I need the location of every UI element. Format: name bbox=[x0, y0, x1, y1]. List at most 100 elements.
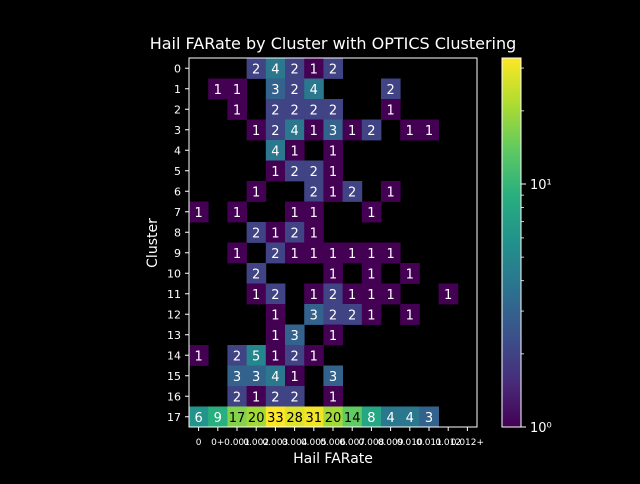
cell-value-label: 4 bbox=[271, 62, 279, 77]
heatmap-cell bbox=[381, 406, 401, 428]
cell-value-label: 1 bbox=[386, 185, 394, 200]
cell-value-label: 4 bbox=[271, 144, 279, 159]
cell-value-labels: 2 4 2 1 21 1 3 2 4 21 2 2 2 2 11 2 4 1 3 1 2 1 14 1 11 2 2 11 2 1 2 11 1… bbox=[194, 62, 452, 426]
cell-value-label: 2 bbox=[290, 165, 298, 180]
cell-value-label: 2 bbox=[329, 103, 337, 118]
heatmap-cell bbox=[285, 119, 305, 141]
heatmap-cell bbox=[285, 99, 305, 120]
heatmap-cell bbox=[438, 283, 459, 305]
heatmap-cell bbox=[419, 406, 439, 428]
cell-value-label: 1 bbox=[290, 206, 298, 221]
cell-value-label: 31 bbox=[306, 411, 323, 426]
cell-value-label: 1 bbox=[271, 329, 279, 344]
heatmap-cell bbox=[189, 201, 209, 223]
cell-value-label: 2 bbox=[367, 124, 375, 139]
y-tick-label: 5 bbox=[174, 165, 181, 178]
cell-value-label: 1 bbox=[367, 206, 375, 221]
y-tick-label: 12 bbox=[167, 308, 181, 321]
cell-value-label: 17 bbox=[229, 411, 246, 426]
cell-value-label: 9 bbox=[214, 411, 222, 426]
heatmap-cell bbox=[285, 78, 305, 100]
cell-value-label: 1 bbox=[367, 308, 375, 323]
heatmap-cell bbox=[285, 365, 305, 387]
heatmap-cell bbox=[304, 99, 324, 120]
heatmap-cell bbox=[265, 386, 286, 407]
heatmap-cell bbox=[285, 406, 305, 428]
x-tick-label: 0.004 bbox=[282, 438, 308, 448]
heatmap-cell bbox=[285, 324, 305, 346]
cell-value-label: 1 bbox=[329, 165, 337, 180]
x-tick-label: 0.002 bbox=[243, 438, 269, 448]
cell-value-label: 2 bbox=[233, 349, 241, 364]
cell-value-label: 1 bbox=[329, 329, 337, 344]
y-tick-label: 1 bbox=[174, 83, 181, 96]
colorbar-tick-label: 10⁰ bbox=[530, 421, 552, 436]
heatmap-cell bbox=[304, 406, 324, 428]
cell-value-label: 3 bbox=[329, 124, 337, 139]
heatmap-cell bbox=[265, 78, 286, 100]
heatmap-cell bbox=[342, 181, 363, 202]
heatmap-cell bbox=[285, 386, 305, 407]
heatmap-cell bbox=[227, 345, 247, 366]
cell-value-label: 2 bbox=[271, 103, 279, 118]
heatmap-cell bbox=[265, 324, 286, 346]
cell-value-label: 1 bbox=[271, 226, 279, 241]
heatmap-cell bbox=[246, 181, 267, 202]
heatmap-cell bbox=[342, 283, 363, 305]
cell-value-label: 1 bbox=[348, 247, 356, 262]
cell-value-label: 4 bbox=[406, 411, 414, 426]
y-tick-label: 14 bbox=[167, 349, 181, 362]
heatmap-cell bbox=[208, 78, 228, 100]
cell-value-label: 1 bbox=[194, 206, 202, 221]
cell-value-label: 14 bbox=[344, 411, 361, 426]
x-tick-label: 0.007 bbox=[339, 438, 365, 448]
heatmap-cell bbox=[342, 406, 363, 428]
heatmap-cell bbox=[227, 78, 247, 100]
heatmap-cell bbox=[265, 99, 286, 120]
cell-value-label: 5 bbox=[252, 349, 260, 364]
heatmap-cell bbox=[381, 283, 401, 305]
cell-value-label: 3 bbox=[425, 411, 433, 426]
cell-value-label: 4 bbox=[310, 83, 318, 98]
cell-value-label: 2 bbox=[329, 288, 337, 303]
y-tick-label: 10 bbox=[167, 267, 181, 280]
heatmap-cell bbox=[419, 119, 439, 141]
cell-value-label: 20 bbox=[325, 411, 342, 426]
heatmap-cell bbox=[227, 406, 247, 428]
cell-value-label: 1 bbox=[310, 62, 318, 77]
cell-value-label: 1 bbox=[233, 103, 241, 118]
x-tick-label: 0+ bbox=[211, 438, 224, 448]
cell-value-label: 8 bbox=[367, 411, 375, 426]
heatmap-cell bbox=[265, 58, 286, 79]
cell-value-label: 1 bbox=[271, 165, 279, 180]
heatmap-cell bbox=[381, 99, 401, 120]
heatmap-cell bbox=[246, 386, 267, 407]
heatmap-cell bbox=[189, 406, 209, 428]
cell-value-label: 2 bbox=[348, 308, 356, 323]
heatmap-cell bbox=[323, 283, 343, 305]
y-axis-label: Cluster bbox=[145, 218, 161, 268]
heatmap-cell bbox=[304, 78, 324, 100]
cell-value-label: 2 bbox=[271, 390, 279, 405]
y-tick-label: 4 bbox=[174, 144, 181, 157]
heatmap-cell bbox=[265, 140, 286, 161]
cell-value-label: 1 bbox=[310, 247, 318, 262]
cell-value-label: 6 bbox=[194, 411, 202, 426]
y-tick-label: 6 bbox=[174, 185, 181, 198]
cell-value-label: 2 bbox=[290, 349, 298, 364]
cell-value-label: 1 bbox=[233, 247, 241, 262]
cell-value-label: 1 bbox=[329, 390, 337, 405]
cell-value-label: 1 bbox=[444, 288, 452, 303]
heatmap-cell bbox=[265, 283, 286, 305]
y-tick-label: 15 bbox=[167, 370, 181, 383]
heatmap-cell bbox=[246, 58, 267, 79]
heatmap-cell bbox=[246, 283, 267, 305]
x-tick-label: 0.003 bbox=[263, 438, 289, 448]
x-tick-label: 0.006 bbox=[320, 438, 346, 448]
cell-value-label: 2 bbox=[290, 103, 298, 118]
cell-value-label: 4 bbox=[290, 124, 298, 139]
heatmap-cell bbox=[323, 406, 343, 428]
cell-value-label: 1 bbox=[406, 267, 414, 282]
cell-value-label: 2 bbox=[252, 62, 260, 77]
x-tick-label: 0.012 bbox=[435, 438, 461, 448]
